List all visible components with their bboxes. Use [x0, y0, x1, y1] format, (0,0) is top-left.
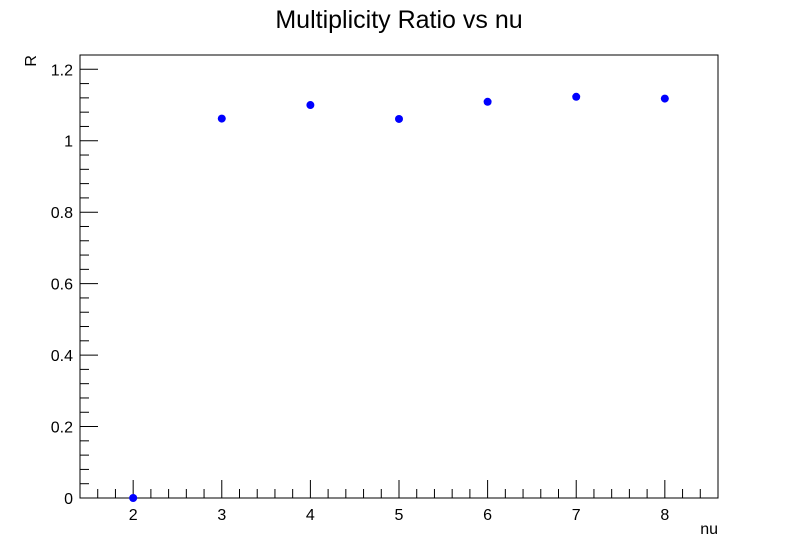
y-axis: 0 0.2 0.4 0.6 0.8 1 1.2 — [51, 54, 98, 508]
x-tick-label: 6 — [483, 507, 492, 524]
data-point — [660, 94, 669, 103]
data-point — [306, 101, 315, 110]
x-axis-label: nu — [700, 521, 718, 538]
chart-title: Multiplicity Ratio vs nu — [275, 6, 522, 34]
x-tick-label: 8 — [660, 507, 669, 524]
data-point — [217, 114, 226, 123]
y-tick-label: 1.2 — [51, 62, 73, 79]
x-tick-label: 5 — [395, 507, 404, 524]
data-point — [483, 97, 492, 106]
data-point — [129, 494, 138, 502]
y-tick-label: 0 — [64, 491, 73, 508]
x-tick-label: 2 — [129, 507, 138, 524]
y-tick-label: 0.2 — [51, 420, 73, 437]
y-tick-label: 0.6 — [51, 277, 73, 294]
x-tick-label: 4 — [306, 507, 315, 524]
x-axis: 2 3 4 5 6 7 8 — [79, 480, 719, 524]
data-point — [395, 114, 403, 123]
data-point — [572, 92, 581, 101]
y-tick-label: 0.8 — [51, 205, 73, 222]
x-tick-label: 3 — [217, 507, 226, 524]
x-tick-label: 7 — [572, 507, 581, 524]
y-tick-label: 1 — [64, 134, 73, 151]
y-axis-label: R — [23, 55, 40, 67]
data-points — [129, 92, 669, 502]
y-tick-label: 0.4 — [51, 348, 73, 365]
